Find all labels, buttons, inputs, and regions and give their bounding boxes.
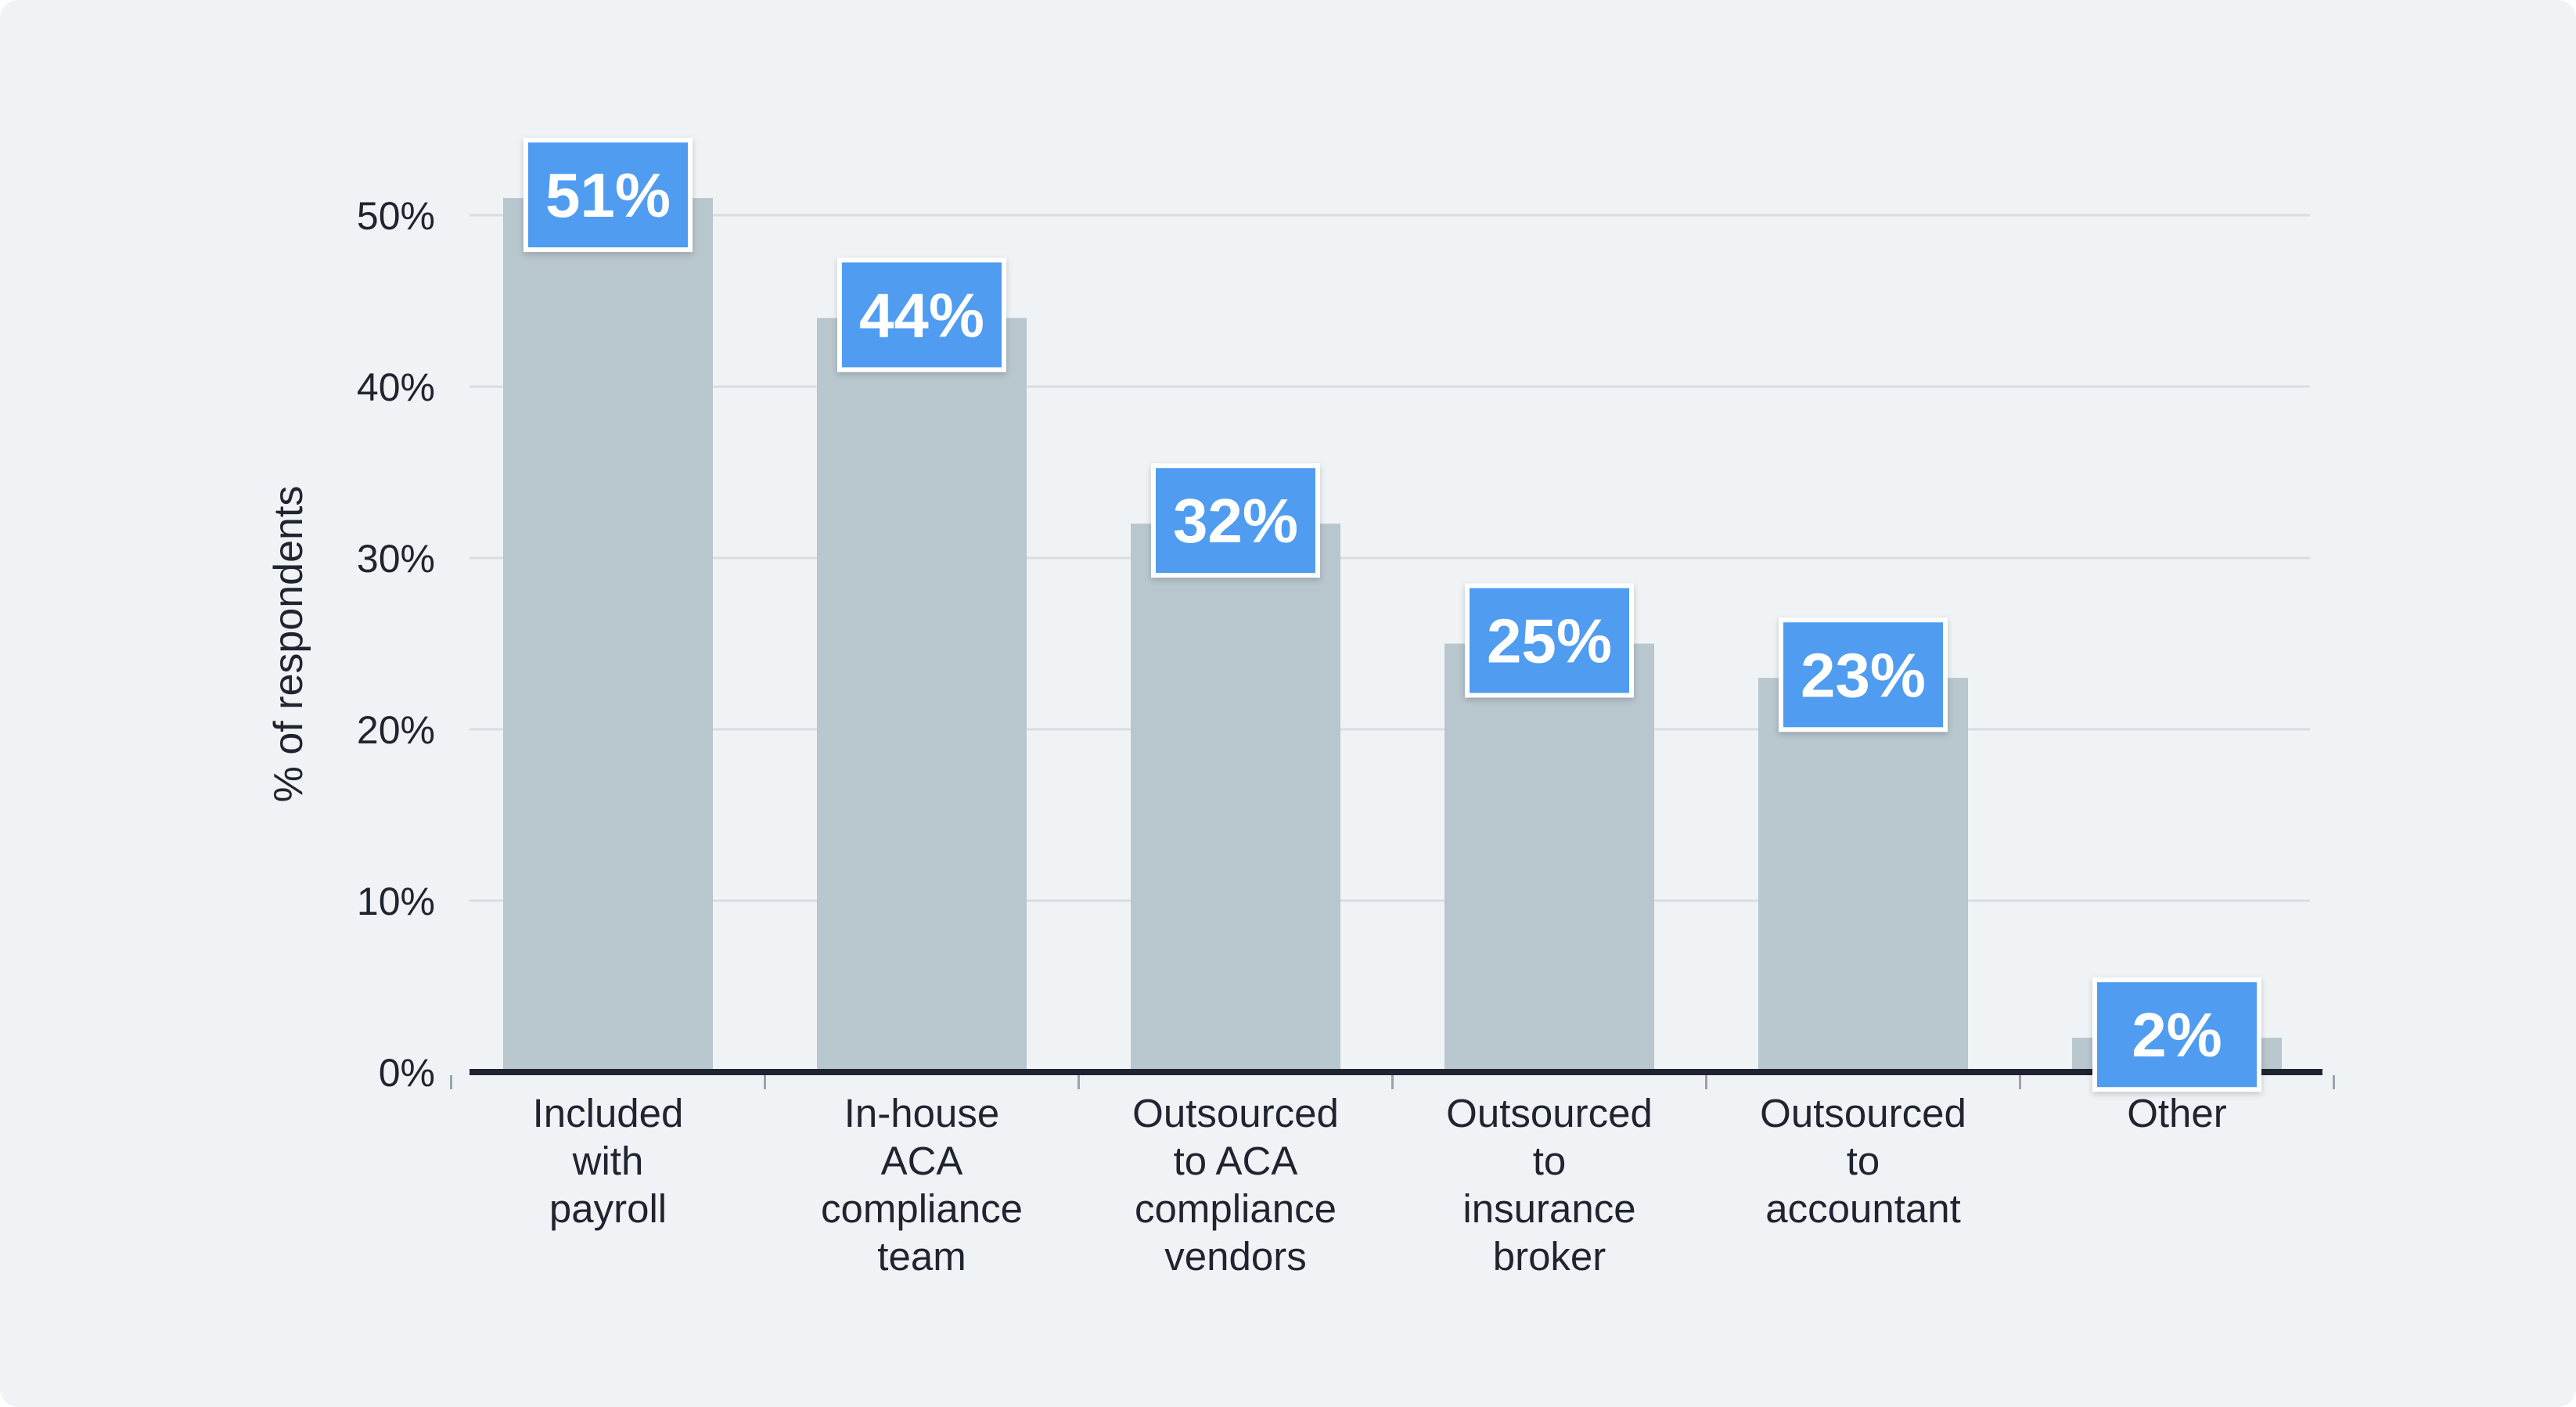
category-label: Other (2127, 1091, 2227, 1135)
category-label: In-house (844, 1091, 999, 1135)
data-label: 51% (545, 160, 671, 230)
data-label-box (1779, 617, 1948, 732)
data-label-box (523, 138, 693, 253)
category-label: to (1847, 1139, 1880, 1183)
data-label-box (837, 257, 1006, 372)
category-label: payroll (549, 1186, 667, 1231)
category-label: to (1533, 1139, 1567, 1183)
data-label: 44% (859, 280, 984, 350)
data-label-box (1465, 583, 1634, 698)
category-label: Outsourced (1132, 1091, 1339, 1135)
y-tick-label: 30% (357, 537, 435, 581)
category-label: to ACA (1174, 1139, 1298, 1183)
data-label: 23% (1801, 640, 1926, 710)
y-tick-label: 0% (379, 1051, 435, 1095)
category-label: compliance (1135, 1186, 1337, 1231)
bar (1758, 678, 1968, 1072)
category-label: Outsourced (1760, 1091, 1966, 1135)
bar (817, 318, 1027, 1072)
category-label: team (877, 1234, 966, 1279)
category-label: accountant (1765, 1186, 1961, 1231)
y-tick-label: 10% (357, 880, 435, 923)
category-label: insurance (1462, 1186, 1635, 1231)
category-label: compliance (821, 1186, 1023, 1231)
y-tick-label: 40% (357, 365, 435, 409)
category-label: broker (1493, 1234, 1606, 1279)
data-label: 25% (1487, 606, 1612, 676)
category-label: ACA (881, 1139, 963, 1183)
bar (503, 198, 713, 1073)
data-label-box (2092, 977, 2261, 1092)
data-label-box (1151, 463, 1320, 578)
data-label: 32% (1173, 486, 1298, 556)
y-tick-label: 50% (357, 194, 435, 238)
category-label: vendors (1164, 1234, 1306, 1279)
category-label: Outsourced (1446, 1091, 1653, 1135)
category-label: Included (533, 1091, 684, 1135)
bar (1131, 524, 1340, 1072)
bar (1445, 643, 1654, 1072)
y-axis-title: % of respondents (266, 486, 311, 803)
category-label: with (572, 1139, 644, 1183)
data-label: 2% (2132, 1000, 2222, 1070)
y-tick-label: 20% (357, 708, 435, 752)
